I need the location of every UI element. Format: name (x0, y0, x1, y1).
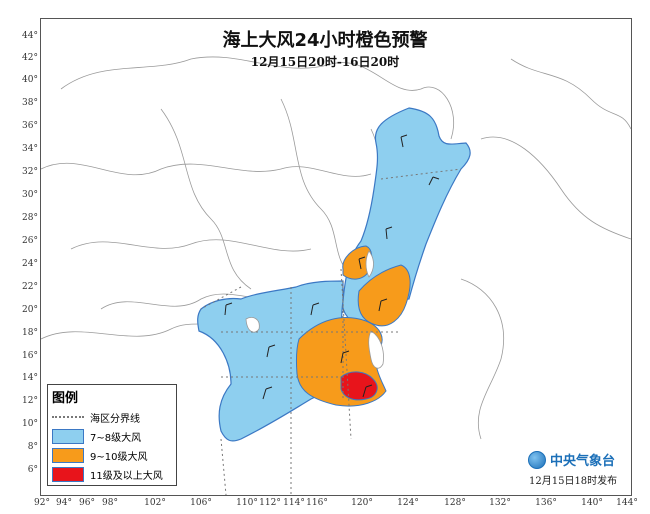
lat-tick: 10° (22, 419, 38, 429)
legend-title: 图例 (52, 391, 79, 406)
lat-tick: 12° (22, 396, 38, 406)
lat-tick: 26° (22, 236, 38, 246)
dotted-line-swatch (52, 416, 84, 418)
lat-tick: 28° (22, 213, 38, 223)
lat-tick: 40° (22, 75, 38, 85)
lon-tick: 98° (102, 498, 118, 508)
lat-tick: 24° (22, 259, 38, 269)
lon-tick: 112° (259, 498, 281, 508)
lat-tick: 22° (22, 282, 38, 292)
publisher-name: 中央气象台 (550, 454, 616, 469)
legend-item-9-10: 9~10级大风 (52, 447, 147, 463)
zone-11-plus (340, 371, 378, 401)
sea-area-boundaries (200, 168, 462, 495)
lat-tick: 18° (22, 328, 38, 338)
lon-tick: 132° (489, 498, 511, 508)
legend-item-7-8: 7~8级大风 (52, 428, 141, 444)
lon-tick: 102° (144, 498, 166, 508)
islands (245, 250, 384, 369)
lat-tick: 36° (22, 121, 38, 131)
lon-tick: 124° (397, 498, 419, 508)
lat-tick: 20° (22, 305, 38, 315)
lon-tick: 114° (283, 498, 305, 508)
map-title: 海上大风24小时橙色预警 (222, 30, 428, 51)
legend-item-11-plus: 11级及以上大风 (52, 466, 163, 482)
orange-swatch (52, 447, 84, 463)
lat-tick: 14° (22, 373, 38, 383)
legend-label: 9~10级大风 (90, 451, 148, 463)
lat-tick: 34° (22, 144, 38, 154)
lat-tick: 6° (27, 465, 38, 475)
map-svg (41, 56, 631, 495)
legend-label: 11级及以上大风 (90, 470, 163, 482)
map-subtitle: 12月15日20时-16日20时 (250, 55, 400, 69)
lat-tick: 38° (22, 98, 38, 108)
wind-barbs (224, 134, 440, 400)
lon-tick: 116° (306, 498, 328, 508)
lon-tick: 94° (56, 498, 72, 508)
lon-tick: 110° (236, 498, 258, 508)
zone-7-8-south (197, 280, 344, 442)
legend-label: 7~8级大风 (90, 432, 142, 444)
red-swatch (52, 466, 84, 482)
lat-tick: 8° (27, 442, 38, 452)
publisher-logo: 中央气象台 (528, 450, 615, 469)
zone-7-8-north (341, 107, 471, 330)
lon-tick: 120° (351, 498, 373, 508)
legend-label: 海区分界线 (90, 413, 140, 425)
light-blue-swatch (52, 428, 84, 444)
lat-tick: 30° (22, 190, 38, 200)
lat-tick: 44° (22, 31, 38, 41)
lon-tick: 140° (581, 498, 603, 508)
cma-logo-icon (528, 450, 546, 469)
lat-tick: 16° (22, 351, 38, 361)
legend: 图例 海区分界线 7~8级大风 9~10级大风 11级及以上大风 (47, 384, 177, 486)
lat-tick: 42° (22, 53, 38, 63)
lon-tick: 96° (79, 498, 95, 508)
lon-tick: 144° (616, 498, 638, 508)
lon-tick: 136° (535, 498, 557, 508)
publish-time: 12月15日18时发布 (529, 476, 618, 487)
lon-tick: 92° (34, 498, 50, 508)
lon-tick: 128° (444, 498, 466, 508)
zone-9-10-b (357, 264, 411, 327)
legend-item-boundary: 海区分界线 (52, 409, 140, 425)
lon-tick: 106° (190, 498, 212, 508)
lat-tick: 32° (22, 167, 38, 177)
